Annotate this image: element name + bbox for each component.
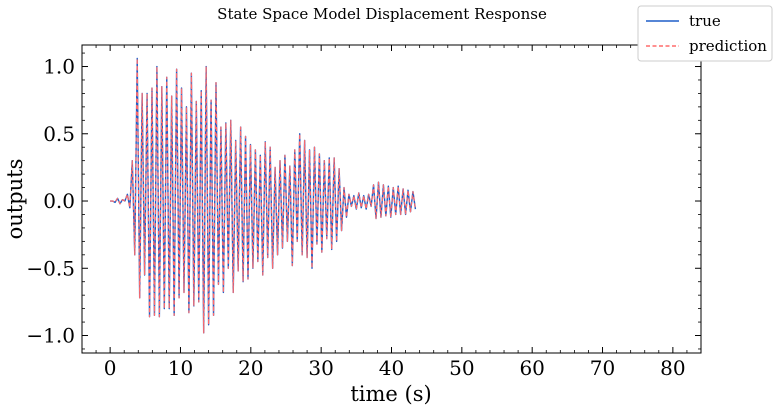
- x-tick-label: 0: [104, 356, 117, 380]
- x-tick-label: 60: [519, 356, 544, 380]
- legend: true prediction: [637, 5, 773, 62]
- y-tick-label: −0.5: [26, 256, 75, 280]
- x-tick-label: 80: [660, 356, 685, 380]
- series-line-true: [110, 57, 417, 334]
- y-tick-label: −1.0: [26, 324, 75, 348]
- legend-label-prediction: prediction: [689, 37, 767, 55]
- y-tick-label: 0.5: [43, 122, 75, 146]
- y-axis-ticks: −1.0 −0.5 0.0 0.5 1.0: [26, 52, 701, 350]
- x-axis-label: time (s): [350, 382, 431, 406]
- y-axis-label: outputs: [3, 159, 27, 240]
- x-axis-ticks: 0 10 20 30 40 50 60 70 80: [81, 45, 702, 380]
- y-tick-label: 1.0: [43, 55, 75, 79]
- x-tick-label: 30: [308, 356, 333, 380]
- legend-box: [637, 5, 773, 62]
- x-tick-label: 40: [379, 356, 404, 380]
- x-tick-label: 20: [238, 356, 263, 380]
- x-tick-label: 50: [449, 356, 474, 380]
- legend-label-true: true: [689, 12, 721, 30]
- series-layer: [110, 57, 417, 334]
- x-tick-label: 70: [590, 356, 615, 380]
- series-line-prediction: [110, 57, 417, 334]
- chart-title: State Space Model Displacement Response: [217, 5, 547, 23]
- y-tick-label: 0.0: [43, 189, 75, 213]
- x-tick-label: 10: [168, 356, 193, 380]
